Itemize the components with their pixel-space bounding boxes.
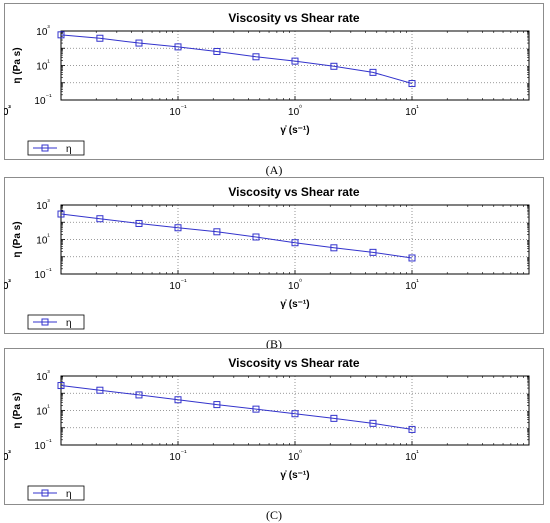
x-tick-label: 10¹ <box>405 105 419 118</box>
x-tick-label: 10⁰ <box>288 449 302 463</box>
series-line <box>60 34 413 85</box>
data-point <box>135 219 143 227</box>
data-point <box>57 210 65 218</box>
chart-b-svg: Viscosity vs Shear rate10⁻¹10⁰10¹10²10³1… <box>4 185 530 330</box>
x-axis-label: γ̇ (s⁻¹) <box>280 299 309 310</box>
x-tick-label: 10⁻¹ <box>169 105 187 118</box>
data-point <box>330 414 338 422</box>
x-tick-label: 10⁻¹ <box>169 450 187 463</box>
data-point <box>291 410 299 418</box>
legend-marker <box>41 144 49 152</box>
y-axis-label: η (Pa s) <box>12 392 23 428</box>
data-point <box>213 401 221 409</box>
x-tick-label: 10² <box>4 450 11 463</box>
chart-c-svg: Viscosity vs Shear rate10⁻¹10⁰10¹10²10³1… <box>4 356 530 501</box>
data-point <box>213 47 221 55</box>
x-tick-label: 10⁻¹ <box>169 279 187 292</box>
y-tick-label: 10⁻¹ <box>34 268 52 281</box>
data-point <box>252 53 260 61</box>
x-tick-label: 10¹ <box>405 279 419 292</box>
x-tick-label: 10² <box>4 105 11 118</box>
data-point <box>57 382 65 390</box>
y-tick-label: 10³ <box>36 25 50 38</box>
data-point <box>252 405 260 413</box>
legend-label: η <box>66 318 72 329</box>
data-point <box>408 254 416 262</box>
caption-b: (B) <box>266 337 282 351</box>
chart-title: Viscosity vs Shear rate <box>228 185 360 199</box>
y-tick-label: 10⁻¹ <box>34 94 52 107</box>
data-point <box>96 215 104 223</box>
chart-frame <box>4 3 544 160</box>
x-tick-label: 10³ <box>4 279 11 292</box>
chart-title: Viscosity vs Shear rate <box>228 11 360 25</box>
data-point <box>408 80 416 88</box>
legend-label: η <box>66 144 72 155</box>
data-point <box>174 396 182 404</box>
data-point <box>174 43 182 51</box>
data-point <box>369 248 377 256</box>
data-point <box>135 39 143 47</box>
data-point <box>291 239 299 247</box>
y-tick-label: 10¹ <box>36 234 50 247</box>
caption-c: (C) <box>266 508 282 522</box>
y-tick-label: 10⁻¹ <box>34 439 52 452</box>
data-point <box>408 425 416 433</box>
legend-marker <box>41 318 49 326</box>
chart-frame <box>4 348 544 505</box>
data-point <box>213 228 221 236</box>
x-tick-label: 10² <box>4 279 11 292</box>
legend-marker <box>41 489 49 497</box>
data-point <box>96 386 104 394</box>
chart-a-svg: Viscosity vs Shear rate10⁻¹10⁰10¹10²10³1… <box>4 11 530 156</box>
y-axis-label: η (Pa s) <box>12 221 23 257</box>
data-point <box>291 57 299 65</box>
series-line <box>60 213 413 259</box>
caption-a: (A) <box>265 163 283 177</box>
y-axis-label: η (Pa s) <box>12 47 23 83</box>
data-point <box>252 233 260 241</box>
y-tick-label: 10³ <box>36 199 50 212</box>
x-tick-label: 10³ <box>4 450 11 463</box>
x-tick-label: 10⁰ <box>288 278 302 292</box>
data-point <box>369 419 377 427</box>
y-tick-label: 10¹ <box>36 60 50 73</box>
data-point <box>135 391 143 399</box>
y-tick-label: 10¹ <box>36 405 50 418</box>
x-axis-label: γ̇ (s⁻¹) <box>280 470 309 481</box>
data-point <box>174 224 182 232</box>
y-tick-label: 10³ <box>36 370 50 383</box>
data-point <box>96 34 104 42</box>
x-tick-label: 10³ <box>4 105 11 118</box>
data-point <box>330 62 338 70</box>
chart-title: Viscosity vs Shear rate <box>228 356 360 370</box>
data-point <box>369 68 377 76</box>
legend-label: η <box>66 489 72 500</box>
chart-frame <box>4 177 544 334</box>
data-point <box>57 31 65 39</box>
x-tick-label: 10⁰ <box>288 104 302 118</box>
x-axis-label: γ̇ (s⁻¹) <box>280 125 309 136</box>
x-tick-label: 10¹ <box>405 450 419 463</box>
series-line <box>60 385 413 430</box>
data-point <box>330 244 338 252</box>
